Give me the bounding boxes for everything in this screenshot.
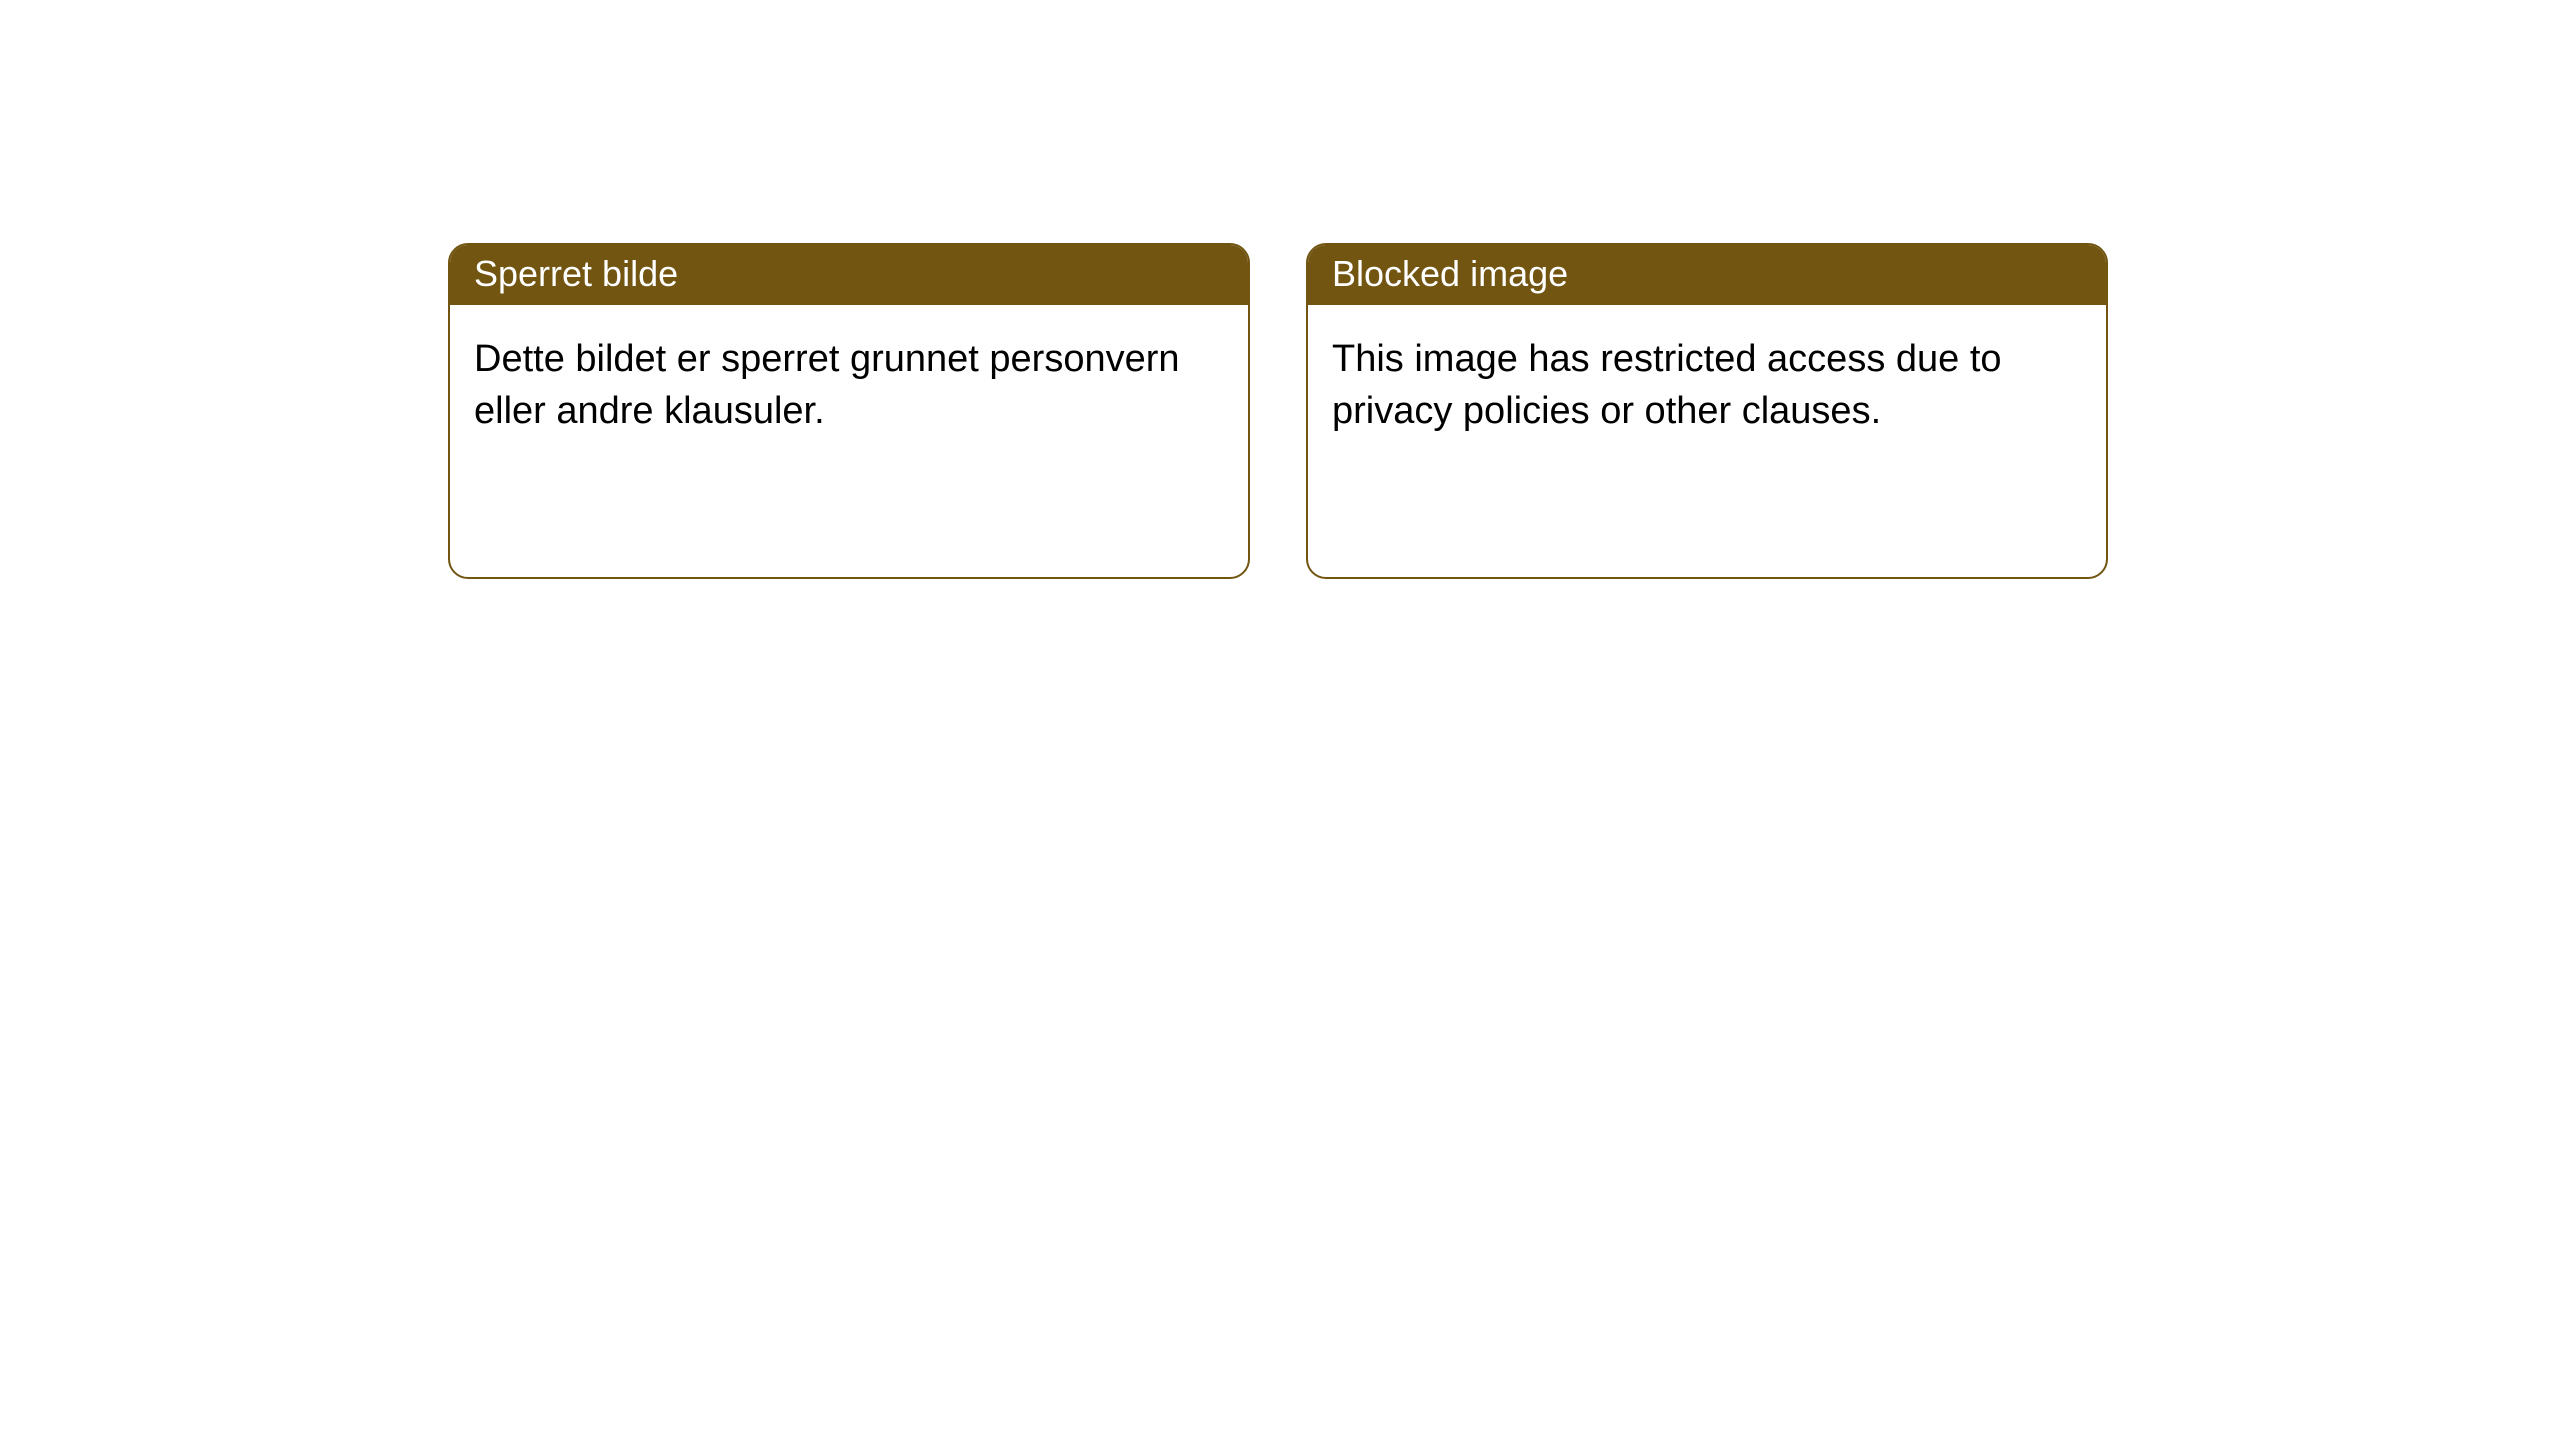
page-canvas: Sperret bilde Dette bildet er sperret gr… bbox=[0, 0, 2560, 1440]
notice-card-no-body: Dette bildet er sperret grunnet personve… bbox=[450, 305, 1248, 461]
notice-card-en: Blocked image This image has restricted … bbox=[1306, 243, 2108, 579]
notice-card-no: Sperret bilde Dette bildet er sperret gr… bbox=[448, 243, 1250, 579]
notice-card-en-title: Blocked image bbox=[1332, 253, 1568, 294]
notice-card-en-header: Blocked image bbox=[1308, 245, 2106, 305]
notice-card-en-text: This image has restricted access due to … bbox=[1332, 338, 2002, 432]
notice-card-no-title: Sperret bilde bbox=[474, 253, 678, 294]
notice-card-en-body: This image has restricted access due to … bbox=[1308, 305, 2106, 461]
notice-card-no-text: Dette bildet er sperret grunnet personve… bbox=[474, 338, 1180, 432]
notice-card-no-header: Sperret bilde bbox=[450, 245, 1248, 305]
